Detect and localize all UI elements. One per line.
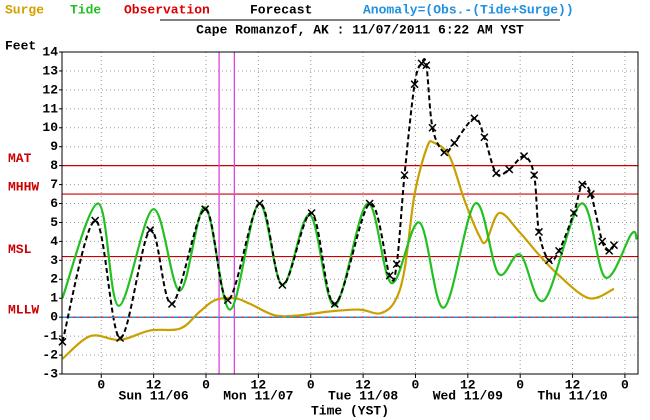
y-tick-label: 4 <box>50 234 58 249</box>
observation-marker <box>530 171 539 180</box>
day-label: Thu 11/10 <box>537 388 607 403</box>
y-tick-label: 0 <box>50 310 58 325</box>
observation-marker <box>392 260 401 269</box>
observation-marker <box>422 61 431 70</box>
observation-marker <box>492 169 501 178</box>
plot-frame <box>61 51 639 375</box>
legend-entry: Forecast <box>250 2 312 17</box>
day-label: Wed 11/09 <box>433 388 503 403</box>
observation-marker <box>554 246 564 255</box>
y-tick-label: 8 <box>50 158 58 173</box>
y-tick-label: 2 <box>50 272 58 287</box>
day-label: Mon 11/07 <box>223 388 293 403</box>
y-tick-label: 13 <box>42 63 58 78</box>
observation-marker <box>609 241 619 250</box>
y-tick-label: 7 <box>50 177 58 192</box>
x-tick-label: 12 <box>355 377 371 392</box>
x-tick-label: 12 <box>565 377 581 392</box>
series-line <box>61 139 615 360</box>
observation-marker <box>116 333 125 343</box>
day-label: Tue 11/08 <box>328 388 398 403</box>
reference-label: MAT <box>8 151 32 166</box>
observation-marker <box>223 296 232 305</box>
y-tick-label: 12 <box>42 82 58 97</box>
y-tick-label: 9 <box>50 139 58 154</box>
y-tick-label: 5 <box>50 215 58 230</box>
observation-marker <box>578 180 587 189</box>
observation-marker <box>255 199 264 208</box>
x-tick-label: 12 <box>146 377 162 392</box>
observation-marker <box>400 171 409 180</box>
y-axis-label: Feet <box>5 38 36 53</box>
chart-title: Cape Romanzof, AK : 11/07/2011 6:22 AM Y… <box>196 22 524 37</box>
reference-label: MLLW <box>8 303 39 318</box>
observation-marker <box>534 227 543 236</box>
legend-entry: Anomaly=(Obs.-(Tide+Surge)) <box>363 2 574 17</box>
observation-marker <box>330 299 339 308</box>
observation-marker <box>167 299 176 308</box>
x-tick-label: 12 <box>251 377 267 392</box>
observation-marker <box>450 138 459 147</box>
x-tick-label: 0 <box>412 377 420 392</box>
observation-marker <box>91 216 100 225</box>
y-tick-label: -3 <box>42 366 58 381</box>
observation-marker <box>440 148 449 157</box>
observation-marker <box>278 280 287 290</box>
series-line <box>61 202 638 311</box>
observation-marker <box>598 237 607 246</box>
observation-marker <box>505 165 514 174</box>
y-tick-label: 6 <box>50 196 58 211</box>
observation-marker <box>385 271 394 280</box>
observation-marker <box>307 208 316 218</box>
observation-marker <box>201 205 210 214</box>
observation-marker <box>544 256 554 265</box>
observation-marker <box>146 226 155 235</box>
legend-entry: Surge <box>5 2 44 17</box>
reference-label: MHHW <box>8 179 39 194</box>
reference-label: MSL <box>8 242 32 257</box>
y-tick-label: -1 <box>42 329 58 344</box>
x-tick-label: 0 <box>97 377 105 392</box>
y-tick-label: 11 <box>42 101 58 116</box>
observation-marker <box>480 133 489 142</box>
x-tick-label: 0 <box>202 377 210 392</box>
observation-marker <box>428 123 437 132</box>
x-tick-label: 12 <box>460 377 476 392</box>
y-tick-label: 14 <box>42 44 58 59</box>
legend-entry: Observation <box>124 2 210 17</box>
observation-marker <box>470 114 479 123</box>
observation-marker <box>520 152 529 161</box>
observation-marker <box>365 199 374 208</box>
observation-marker <box>586 190 595 199</box>
day-label: Sun 11/06 <box>119 388 189 403</box>
legend-entry: Tide <box>70 2 101 17</box>
y-tick-label: 10 <box>42 120 58 135</box>
x-tick-label: 0 <box>621 377 629 392</box>
y-tick-label: 3 <box>50 253 58 268</box>
y-tick-label: -2 <box>42 347 58 362</box>
x-tick-label: 0 <box>307 377 315 392</box>
observation-marker <box>410 80 419 89</box>
x-tick-label: 0 <box>516 377 524 392</box>
x-axis-label: Time (YST) <box>311 403 389 418</box>
observation-marker <box>569 208 578 218</box>
observation-marker <box>417 59 426 68</box>
y-tick-label: 1 <box>50 291 58 306</box>
